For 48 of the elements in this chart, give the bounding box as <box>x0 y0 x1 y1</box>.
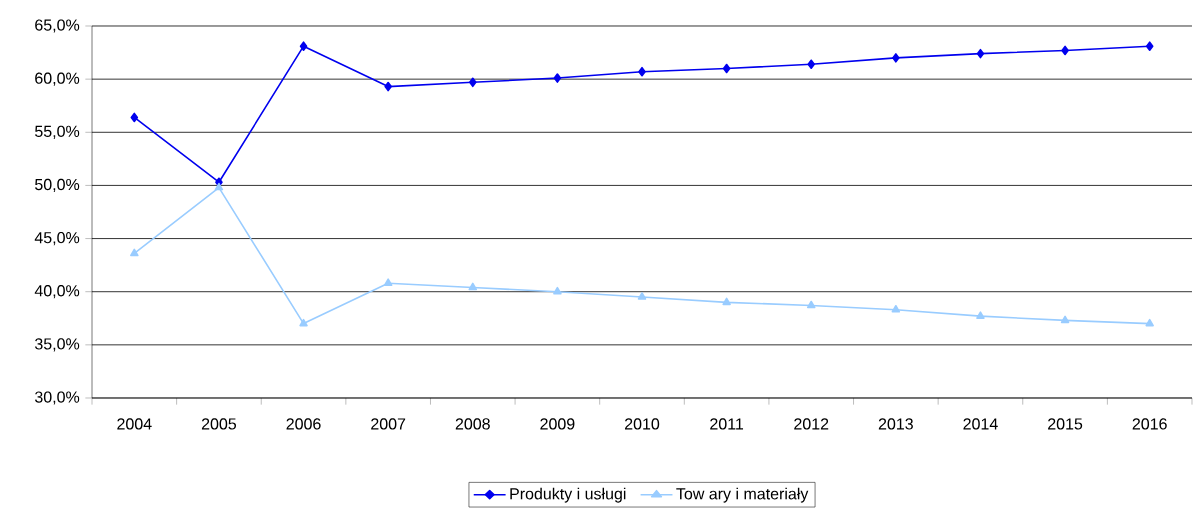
y-tick-label: 40,0% <box>34 285 80 299</box>
x-tick-label: 2013 <box>878 418 913 430</box>
point <box>638 66 646 77</box>
y-tick-label: 30,0% <box>34 391 80 405</box>
point <box>806 300 816 309</box>
x-tick-label: 2010 <box>625 418 660 430</box>
x-tick-label: 2011 <box>710 418 744 430</box>
y-tick-label: 50,0% <box>35 178 80 193</box>
point <box>130 248 139 257</box>
point <box>1145 41 1154 51</box>
point <box>807 59 816 70</box>
x-tick-label: 2014 <box>963 418 998 430</box>
y-tick-label: 60,0% <box>35 72 80 86</box>
point <box>299 318 308 327</box>
point <box>891 304 901 313</box>
x-tick-label: 2005 <box>201 418 237 430</box>
point <box>299 41 308 51</box>
point <box>384 81 392 92</box>
point <box>553 286 562 295</box>
y-tick-label: 45,0% <box>34 231 80 246</box>
x-tick-label: 2016 <box>1132 418 1167 430</box>
x-tick-label: 2004 <box>117 418 152 430</box>
x-tick-label: 2015 <box>1048 418 1083 430</box>
point <box>1061 45 1069 56</box>
y-tick-label: 65,0% <box>35 19 80 33</box>
x-tick-label: 2007 <box>371 418 406 430</box>
x-tick-label: 2009 <box>540 418 575 430</box>
point <box>553 73 562 83</box>
y-tick-label: 55,0% <box>35 125 80 139</box>
point <box>722 63 731 74</box>
point <box>383 278 393 286</box>
x-tick-label: 2006 <box>286 418 321 430</box>
point <box>637 292 647 300</box>
point <box>976 311 985 319</box>
y-tick-label: 35,0% <box>34 338 80 352</box>
point <box>468 282 478 291</box>
x-tick-label: 2012 <box>794 418 829 430</box>
point <box>1060 315 1070 324</box>
point <box>1145 318 1154 327</box>
point <box>468 77 477 88</box>
point <box>130 112 139 123</box>
point <box>722 297 731 306</box>
point <box>976 48 985 59</box>
legend-label: Produkty i usługi <box>510 487 626 503</box>
point <box>892 53 900 63</box>
legend-label: Tow ary i materiały <box>676 487 809 503</box>
x-tick-label: 2008 <box>455 418 490 430</box>
point <box>214 182 224 191</box>
